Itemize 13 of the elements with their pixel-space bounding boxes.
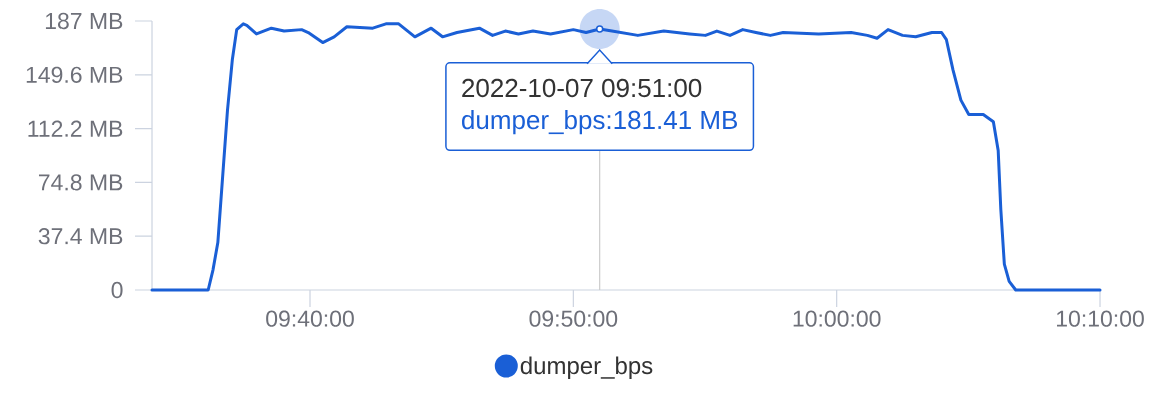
y-tick-label: 37.4 MB — [38, 228, 123, 245]
x-tick-label: 10:10:00 — [1057, 310, 1144, 327]
x-tick-label: 10:00:00 — [793, 310, 881, 327]
annotation: dumper_bps:181.41 MB — [462, 110, 737, 135]
y-tick-label: 112.2 MB — [28, 120, 123, 137]
legend-label: dumper_bps — [520, 356, 653, 379]
x-tick-label: 09:50:00 — [529, 310, 618, 327]
x-tick-label: 09:40:00 — [266, 310, 354, 327]
y-tick-label: 149.6 MB — [26, 66, 123, 83]
y-tick-label: 74.8 MB — [38, 174, 123, 191]
annotation: 2022-10-07 09:51:00 — [462, 78, 702, 98]
y-tick-label: 187 MB — [45, 12, 123, 30]
y-tick-label: 0 — [111, 281, 123, 299]
